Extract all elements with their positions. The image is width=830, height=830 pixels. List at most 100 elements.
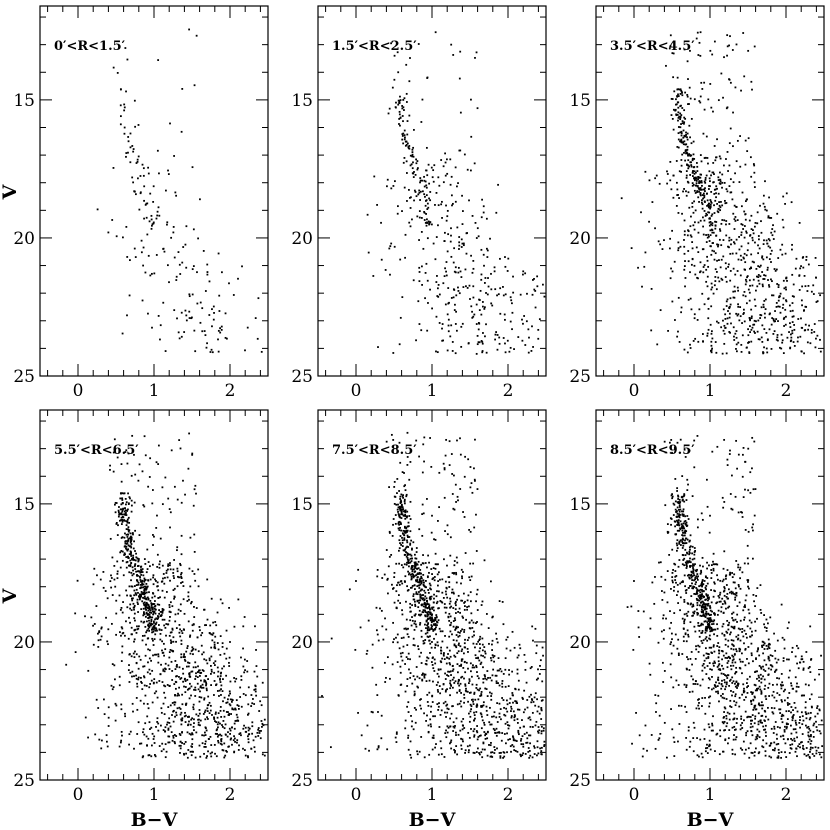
star-point <box>720 277 723 280</box>
plot-frame <box>39 5 269 377</box>
star-point <box>470 619 473 622</box>
star-point <box>499 708 502 710</box>
star-point <box>406 534 409 537</box>
star-point <box>677 88 680 91</box>
star-point <box>779 346 781 349</box>
star-point <box>407 560 410 563</box>
star-point <box>726 317 729 320</box>
star-point <box>180 576 183 578</box>
star-point <box>443 240 446 242</box>
star-point <box>411 720 414 723</box>
star-point <box>475 622 477 625</box>
star-point <box>448 586 451 588</box>
star-point <box>172 720 175 723</box>
star-point <box>472 285 475 288</box>
star-point <box>111 594 114 596</box>
star-point <box>517 679 520 682</box>
star-point <box>740 205 743 208</box>
star-point <box>800 299 803 302</box>
star-point <box>222 709 225 712</box>
star-point <box>701 199 703 202</box>
star-point <box>407 559 410 562</box>
star-point <box>190 670 193 673</box>
star-point <box>480 313 483 316</box>
star-point <box>140 608 143 611</box>
star-point <box>426 714 428 717</box>
star-point <box>398 514 401 517</box>
star-point <box>143 217 145 220</box>
star-point <box>470 708 473 711</box>
star-point <box>219 598 222 601</box>
star-point <box>401 296 404 299</box>
star-point <box>785 288 787 291</box>
star-point <box>146 603 149 605</box>
star-point <box>458 241 461 244</box>
star-point <box>515 700 518 703</box>
star-point <box>247 738 250 741</box>
star-point <box>395 590 398 593</box>
star-point <box>683 219 686 222</box>
star-point <box>180 573 182 576</box>
star-point <box>399 461 402 464</box>
star-point <box>397 205 399 208</box>
star-point <box>216 642 219 644</box>
star-point <box>132 150 135 153</box>
star-point <box>129 565 132 568</box>
star-point <box>690 215 692 218</box>
star-point <box>401 115 404 117</box>
star-point <box>196 271 198 274</box>
star-point <box>142 583 145 586</box>
star-point <box>224 336 227 339</box>
star-point <box>433 637 435 640</box>
star-point <box>478 639 481 642</box>
star-point <box>474 717 476 720</box>
star-point <box>791 309 794 312</box>
x-tick-label: 2 <box>225 381 236 401</box>
star-point <box>690 117 693 120</box>
star-point <box>717 243 720 246</box>
star-point <box>167 728 170 731</box>
star-point <box>433 628 436 631</box>
star-point <box>133 656 136 659</box>
star-point <box>125 620 127 623</box>
star-point <box>508 724 511 727</box>
star-point <box>143 580 146 583</box>
star-point <box>709 217 711 220</box>
star-point <box>459 453 462 456</box>
star-point <box>181 731 183 734</box>
star-point <box>723 164 725 167</box>
star-point <box>198 626 201 628</box>
star-point <box>446 711 449 714</box>
star-point <box>126 594 128 597</box>
star-point <box>128 496 131 499</box>
star-point <box>399 652 402 655</box>
star-point <box>139 583 142 586</box>
star-point <box>247 755 249 758</box>
star-point <box>482 211 485 214</box>
star-point <box>447 324 450 327</box>
panel-radius-label: 3.5′<R<4.5′ <box>610 39 695 54</box>
star-point <box>429 596 432 598</box>
star-point <box>416 167 419 169</box>
star-point <box>261 681 264 684</box>
star-point <box>680 104 682 107</box>
star-point <box>449 670 452 673</box>
star-point <box>163 250 166 253</box>
star-point <box>736 314 739 317</box>
star-point <box>689 174 692 176</box>
star-point <box>125 155 127 158</box>
star-point <box>721 186 723 189</box>
star-point <box>669 179 672 182</box>
star-point <box>144 597 147 600</box>
star-point <box>517 336 520 338</box>
star-point <box>735 348 737 350</box>
star-point <box>793 328 796 331</box>
star-point <box>511 670 514 673</box>
star-point <box>706 204 708 207</box>
star-point <box>521 735 524 738</box>
star-point <box>149 565 151 568</box>
star-point <box>516 708 519 711</box>
star-point <box>749 156 752 159</box>
star-point <box>250 747 253 750</box>
star-point <box>812 284 815 287</box>
